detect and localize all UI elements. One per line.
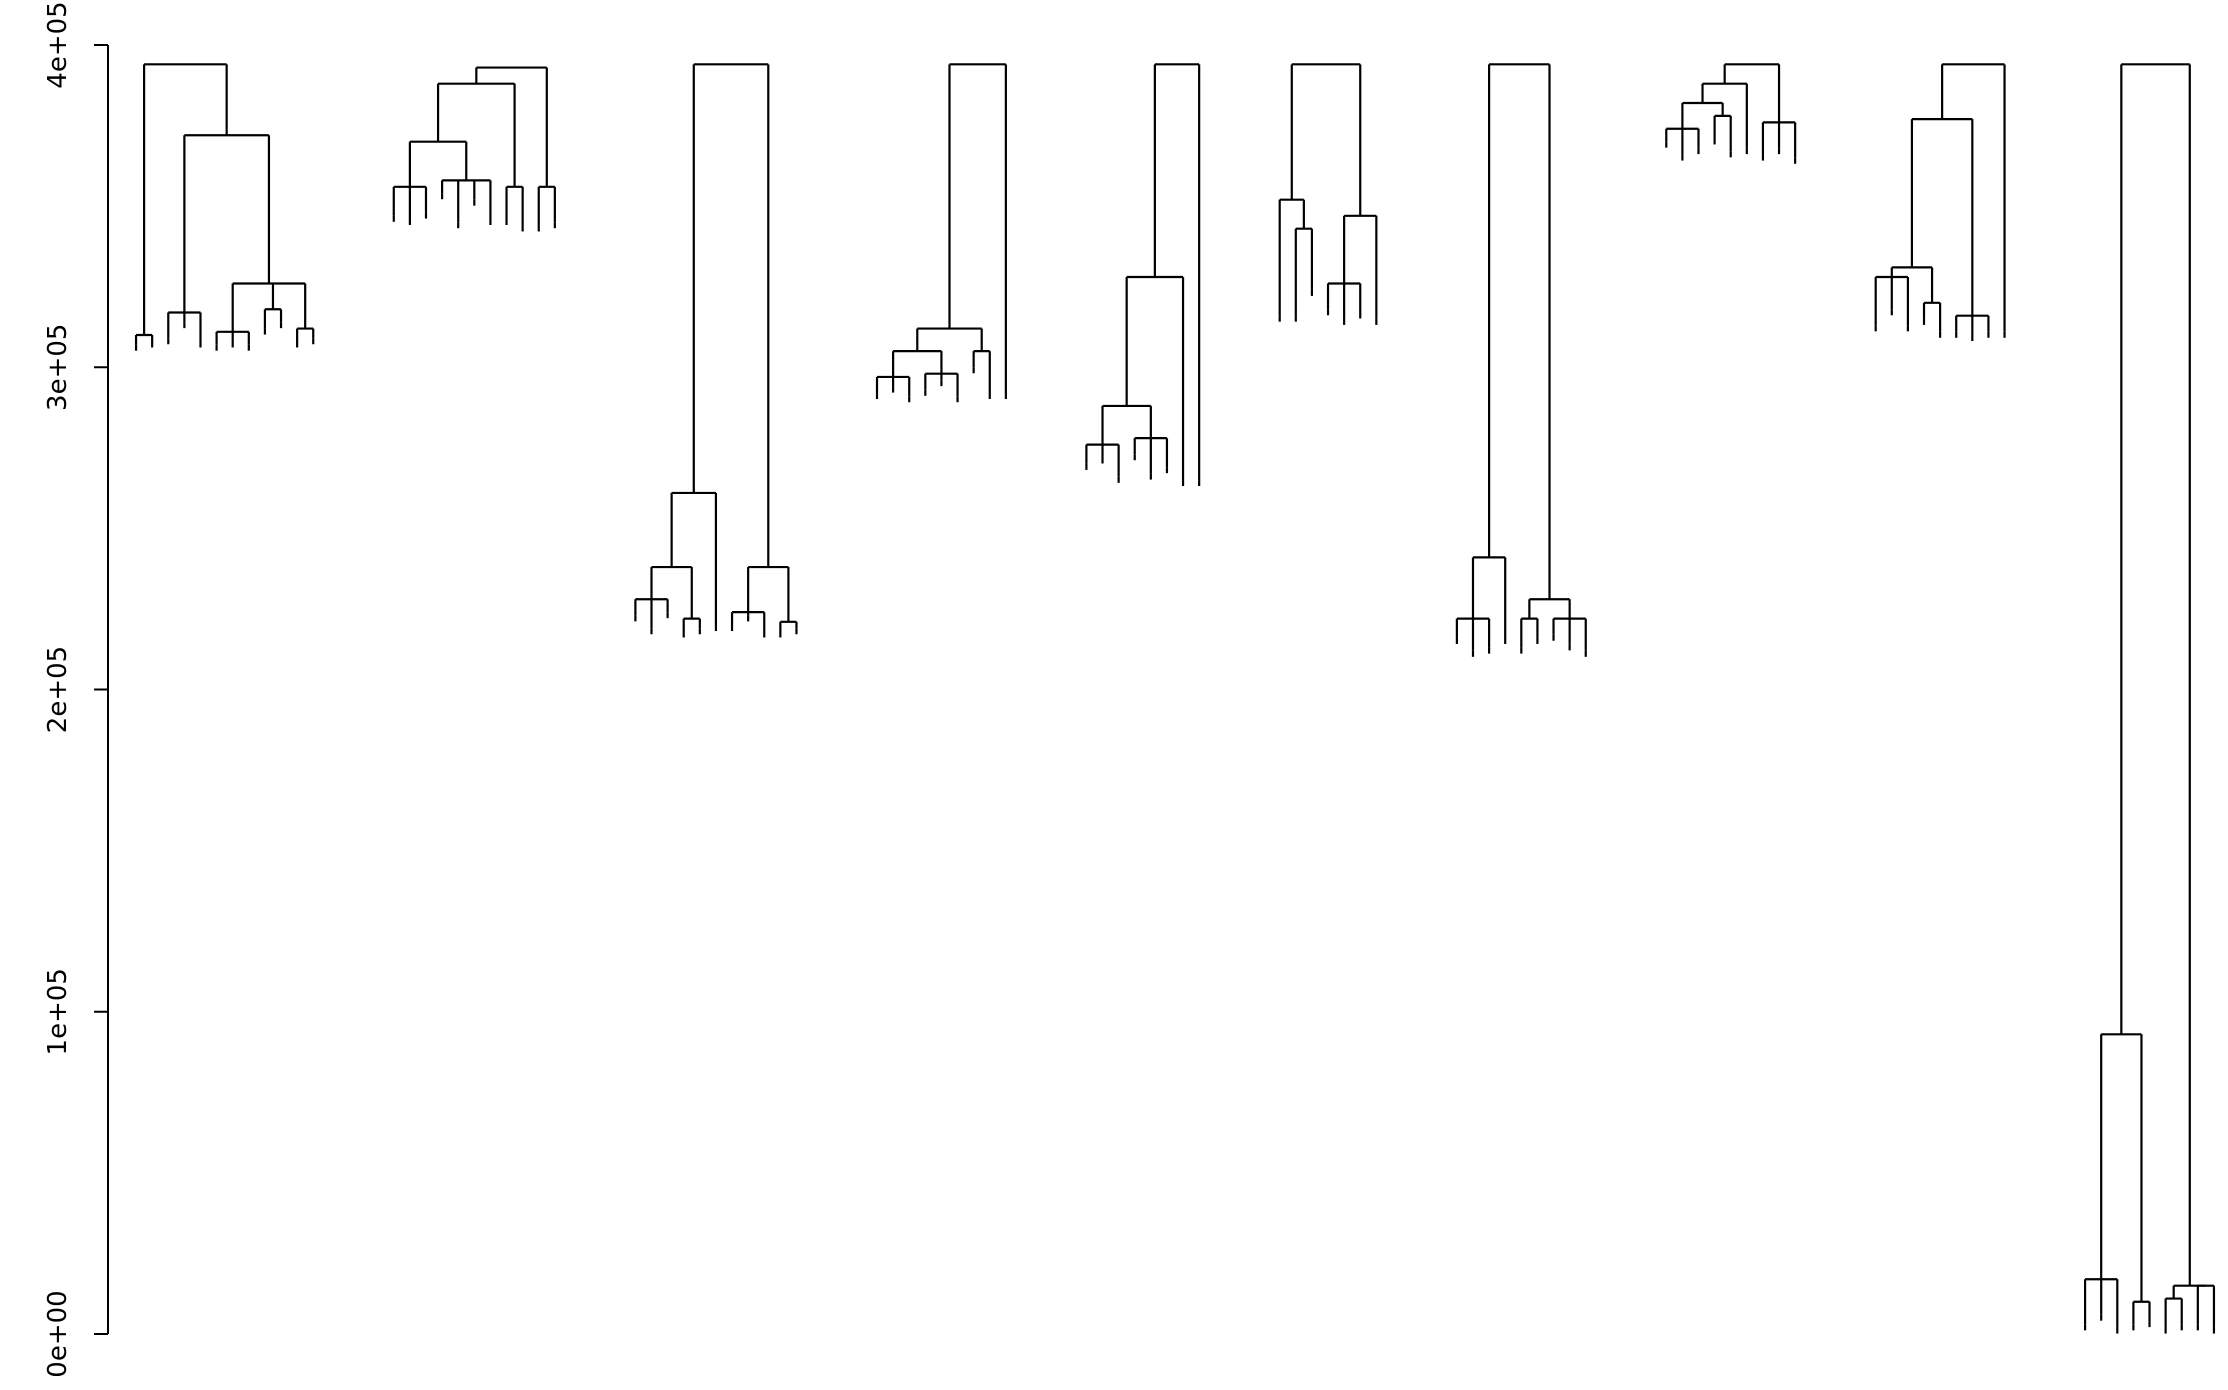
dendrogram-cluster bbox=[2083, 63, 2216, 1334]
plot-area bbox=[134, 63, 2216, 1334]
y-tick-label: 3e+05 bbox=[43, 324, 73, 411]
y-tick-label: 0e+00 bbox=[43, 1290, 73, 1377]
dendrogram-cluster bbox=[634, 63, 798, 638]
dendrogram-cluster bbox=[1874, 63, 2006, 342]
y-axis: 0e+00 1e+05 2e+05 3e+05 4e+05 bbox=[43, 1, 109, 1378]
y-tick-label: 2e+05 bbox=[43, 646, 73, 733]
dendrogram-cluster bbox=[1455, 63, 1587, 657]
dendrogram-cluster bbox=[134, 63, 315, 351]
dendrogram-cluster bbox=[1278, 63, 1378, 325]
dendrogram-cluster bbox=[875, 63, 1007, 403]
y-tick-label: 4e+05 bbox=[43, 1, 73, 88]
y-tick-label: 1e+05 bbox=[43, 968, 73, 1055]
dendrogram-cluster bbox=[1665, 63, 1797, 164]
dendrogram-cluster bbox=[1085, 63, 1201, 487]
dendrogram-cluster bbox=[392, 66, 556, 232]
